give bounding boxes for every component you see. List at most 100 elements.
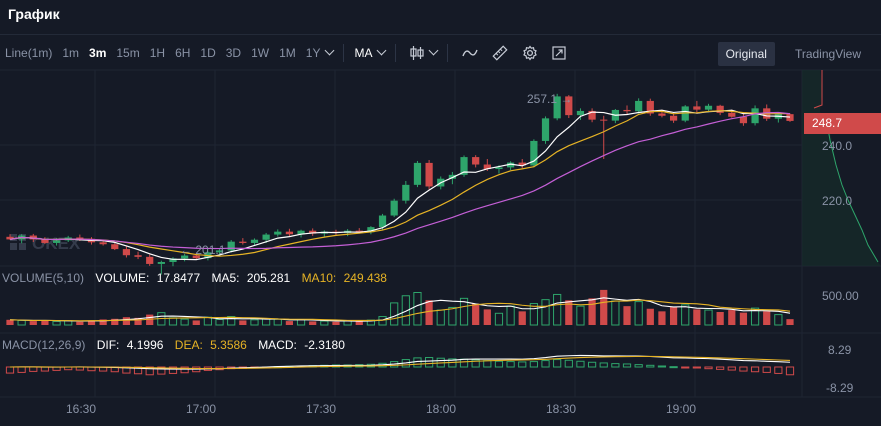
tab-tradingview[interactable]: TradingView [794,47,861,61]
macd-histogram-bar [215,366,224,371]
candle-body [495,167,503,170]
candle-body [215,250,224,253]
intervals-dropdown-chevron-icon[interactable] [325,45,335,55]
candle-body [227,241,235,251]
interval-1y[interactable]: 1Y [305,46,321,60]
interval-1w[interactable]: 1W [251,46,270,60]
indicator-select[interactable]: MA [354,46,373,60]
fullscreen-icon[interactable] [552,46,567,60]
interval-6h[interactable]: 6H [175,46,191,60]
macd-histogram-bar [785,366,795,376]
volume-bar [76,321,84,325]
macd-histogram-bar [611,363,620,368]
macd-histogram-bar [285,365,294,368]
macd-histogram-bar [448,358,457,368]
candle-body [402,184,410,201]
macd-histogram-bar [541,360,550,368]
ma5-line [9,109,791,261]
volume-bar [704,309,713,326]
candle-body [6,236,14,240]
candle-body [553,96,561,119]
macd-histogram-bar [343,364,352,368]
macd-histogram-bar [390,361,399,368]
volume-bar [285,321,294,325]
candle-body [99,242,107,245]
volume-bar [611,300,620,326]
macd-histogram-bar [180,366,189,374]
header-divider [0,34,881,35]
settings-gear-icon[interactable] [522,45,538,61]
candle-body [76,237,84,239]
page-title: График [8,6,60,22]
interval-1h[interactable]: 1H [149,46,166,60]
volume-bar [41,320,49,325]
macd-histogram-bar [133,366,143,375]
volume-bar [459,297,469,326]
candle-body [332,231,340,233]
macd-histogram-bar [494,360,504,368]
interval-15m[interactable]: 15m [116,46,140,60]
macd-histogram-bar [168,366,178,374]
volume-bar [658,311,666,325]
candle-body [18,235,26,240]
macd-histogram-bar [366,363,376,368]
volume-bar [483,309,491,325]
volume-bar [134,317,142,325]
macd-histogram-bar [436,357,445,368]
interval-1m[interactable]: 1m [62,46,80,60]
candle-body [716,105,724,113]
volume-bar [541,299,550,326]
volume-bar [343,320,352,326]
interval-3d[interactable]: 3D [225,46,242,60]
macd-histogram-bar [99,366,108,372]
candle-body [658,113,666,116]
volume-legend: VOLUME(5,10) VOLUME: 17.8477 MA5: 205.28… [2,271,387,285]
volume-bar [494,312,504,326]
interval-line-1m[interactable]: Line(1m) [5,46,53,60]
macd-histogram-bar [331,364,341,368]
interval-1d[interactable]: 1D [200,46,216,60]
macd-histogram-bar [587,361,597,368]
candle-body [64,237,72,241]
volume-bar [565,300,573,325]
macd-histogram-bar [273,366,282,369]
candle-body [704,105,713,110]
candle-body [344,230,352,233]
volume-bar [739,312,748,325]
candle-body [355,230,363,233]
macd-histogram-bar [308,365,317,368]
candle-body [448,174,456,179]
candle-body [297,230,305,235]
volume-bar [355,321,363,325]
candlestick-icon[interactable] [410,45,425,61]
volume-bar [180,318,189,326]
volume-bar [215,318,224,326]
tab-original[interactable]: Original [717,42,775,66]
volume-bar [332,321,340,325]
candle-body [763,108,771,119]
volume-bar [436,309,445,326]
volume-bar [448,306,457,326]
indicator-dropdown-chevron-icon[interactable] [377,45,387,55]
macd-histogram-bar [634,364,643,368]
volume-bar [553,293,562,326]
interval-1month[interactable]: 1M [279,46,296,60]
macd-histogram-bar [320,364,329,368]
volume-ma5-line [9,297,791,322]
indicator-wave-icon[interactable] [462,48,479,58]
toolbar-divider [447,44,449,62]
chart-type-chevron-icon[interactable] [429,45,439,55]
candle-body [29,235,37,240]
ma5-value: 205.281 [246,271,291,285]
ruler-icon[interactable] [492,45,509,61]
macd-histogram-bar [646,364,655,368]
volume-bar [64,320,73,326]
volume-bar [168,317,178,326]
macd-histogram-bar [238,366,247,369]
interval-3m[interactable]: 3m [89,46,107,60]
macd-dea-line [9,355,791,370]
macd-histogram-bar [355,364,364,368]
macd-histogram-bar [250,366,259,369]
macd-histogram-bar [576,360,585,368]
candle-body [472,157,480,165]
